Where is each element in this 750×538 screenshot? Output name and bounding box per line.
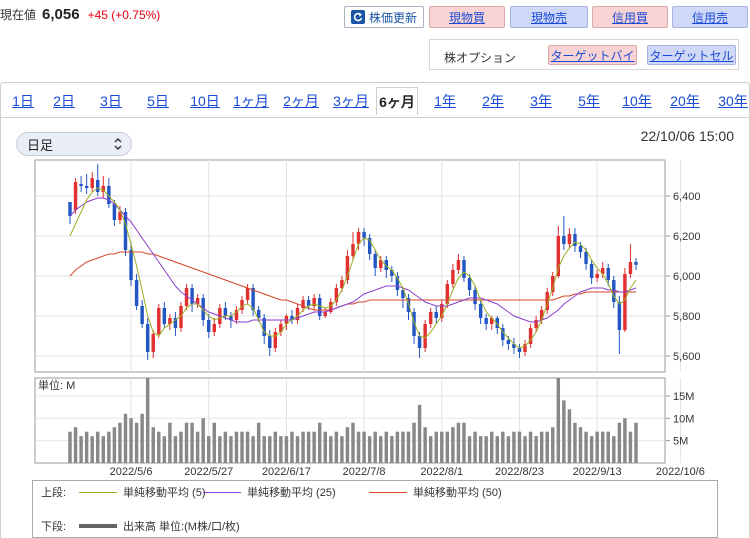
tab-8[interactable]: 6ヶ月	[376, 87, 418, 115]
tab-15[interactable]: 30年	[718, 93, 748, 109]
legend-volume: 出来高 単位:(M株/口/枚)	[79, 518, 240, 534]
legend-lower-label: 下段:	[41, 521, 67, 533]
tab-3[interactable]: 5日	[147, 93, 169, 109]
legend-upper-label: 上段:	[41, 487, 67, 499]
tab-1[interactable]: 2日	[53, 93, 75, 109]
margin-buy-button[interactable]: 信用買	[592, 6, 668, 28]
refresh-price-label: 株価更新	[368, 10, 417, 25]
legend-ma5-label: 単純移動平均 (5)	[123, 487, 206, 499]
tab-14[interactable]: 20年	[670, 93, 700, 109]
legend-ma25: 単純移動平均 (25)	[203, 484, 336, 500]
cash-buy-label: 現物買	[448, 10, 485, 25]
target-sell-button[interactable]: ターゲットセル	[647, 45, 736, 65]
tab-11[interactable]: 3年	[530, 93, 552, 109]
refresh-price-button[interactable]: 株価更新	[344, 6, 424, 28]
margin-sell-button[interactable]: 信用売	[672, 6, 748, 28]
tab-2[interactable]: 3日	[100, 93, 122, 109]
target-buy-button[interactable]: ターゲットバイ	[548, 45, 637, 65]
tab-12[interactable]: 5年	[578, 93, 600, 109]
period-select-value: 日足	[27, 137, 54, 153]
target-sell-label: ターゲットセル	[649, 48, 734, 63]
period-select[interactable]: 日足	[16, 132, 132, 156]
tab-0[interactable]: 1日	[12, 93, 34, 109]
legend-ma50: 単純移動平均 (50)	[369, 484, 502, 500]
tab-9[interactable]: 1年	[434, 93, 456, 109]
cash-sell-button[interactable]: 現物売	[510, 6, 588, 28]
legend-ma5: 単純移動平均 (5)	[79, 484, 206, 500]
tab-divider	[0, 117, 750, 118]
tab-10[interactable]: 2年	[482, 93, 504, 109]
legend-ma25-label: 単純移動平均 (25)	[247, 487, 336, 499]
margin-sell-label: 信用売	[691, 10, 728, 25]
tab-5[interactable]: 1ヶ月	[233, 93, 269, 109]
current-price-label: 現在値	[0, 8, 37, 22]
cash-sell-label: 現物売	[530, 10, 567, 25]
chart-legend: 上段: 単純移動平均 (5) 単純移動平均 (25) 単純移動平均 (50) 下…	[32, 480, 718, 538]
cash-buy-button[interactable]: 現物買	[429, 6, 505, 28]
refresh-icon	[350, 10, 365, 24]
tab-13[interactable]: 10年	[622, 93, 652, 109]
legend-volume-label: 出来高 単位:(M株/口/枚)	[123, 521, 240, 533]
price-change: +45 (+0.75%)	[87, 8, 161, 22]
tab-6[interactable]: 2ヶ月	[283, 93, 319, 109]
margin-buy-label: 信用買	[611, 10, 648, 25]
chevron-updown-icon	[114, 138, 122, 150]
tab-4[interactable]: 10日	[190, 93, 220, 109]
price-summary: 現在値 6,056 +45 (+0.75%)	[0, 6, 160, 26]
chart-timestamp: 22/10/06 15:00	[640, 128, 734, 144]
current-price: 6,056	[42, 6, 80, 23]
legend-ma50-label: 単純移動平均 (50)	[413, 487, 502, 499]
stock-options-label: 株オプション	[444, 51, 517, 65]
tab-7[interactable]: 3ヶ月	[333, 93, 369, 109]
target-buy-label: ターゲットバイ	[550, 48, 635, 63]
